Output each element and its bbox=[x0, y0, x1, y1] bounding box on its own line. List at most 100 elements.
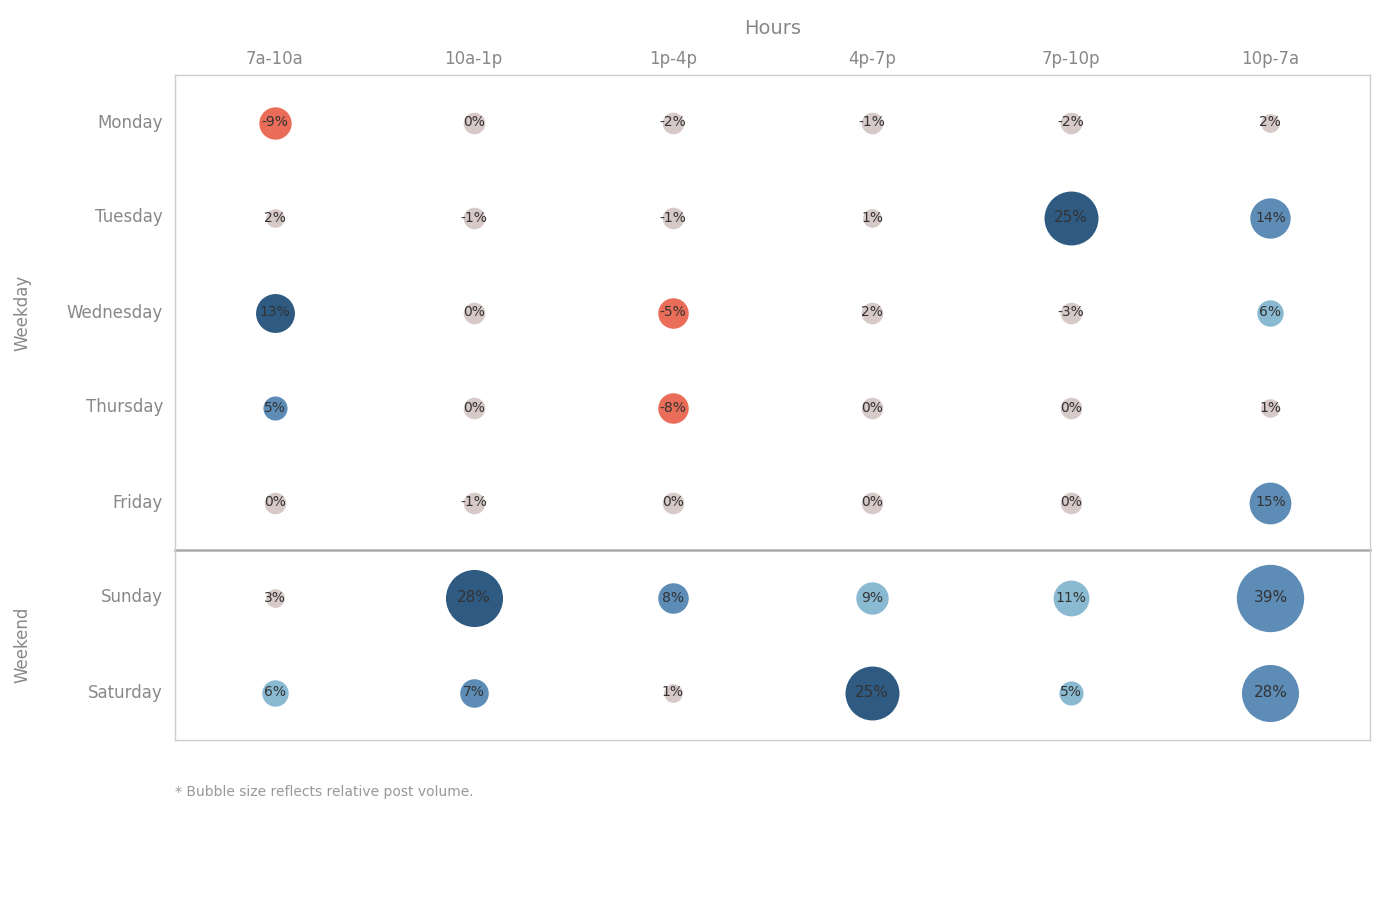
Point bbox=[1259, 685, 1281, 699]
Point bbox=[861, 115, 883, 130]
Text: 25%: 25% bbox=[1054, 210, 1088, 225]
Point bbox=[462, 305, 484, 320]
Point bbox=[662, 115, 685, 130]
Text: 5%: 5% bbox=[263, 400, 286, 415]
Text: 1p-4p: 1p-4p bbox=[650, 50, 697, 68]
Text: 2%: 2% bbox=[861, 305, 883, 320]
Point bbox=[263, 305, 286, 320]
Text: 14%: 14% bbox=[1254, 211, 1285, 224]
Text: 0%: 0% bbox=[861, 400, 883, 415]
Text: 0%: 0% bbox=[463, 115, 484, 130]
Text: 7a-10a: 7a-10a bbox=[246, 50, 304, 68]
Text: 6%: 6% bbox=[263, 686, 286, 699]
Text: 0%: 0% bbox=[263, 496, 286, 509]
Text: 0%: 0% bbox=[463, 400, 484, 415]
Point bbox=[662, 685, 685, 699]
Text: 1%: 1% bbox=[861, 211, 883, 224]
Point bbox=[263, 211, 286, 225]
Text: 2%: 2% bbox=[1260, 115, 1281, 130]
Point bbox=[662, 590, 685, 605]
Point bbox=[1259, 400, 1281, 415]
Text: -9%: -9% bbox=[262, 115, 288, 130]
Text: Friday: Friday bbox=[113, 493, 162, 511]
Point bbox=[1060, 115, 1082, 130]
Text: 1%: 1% bbox=[1260, 400, 1281, 415]
Point bbox=[1259, 305, 1281, 320]
Point bbox=[1259, 115, 1281, 130]
Text: 5%: 5% bbox=[1060, 686, 1082, 699]
Point bbox=[462, 685, 484, 699]
Text: Monday: Monday bbox=[98, 113, 162, 131]
Text: -1%: -1% bbox=[461, 496, 487, 509]
Text: 4p-7p: 4p-7p bbox=[848, 50, 896, 68]
Text: -5%: -5% bbox=[659, 305, 686, 320]
Point bbox=[1259, 495, 1281, 509]
Text: 0%: 0% bbox=[861, 496, 883, 509]
Text: -1%: -1% bbox=[858, 115, 886, 130]
Text: 11%: 11% bbox=[1056, 590, 1086, 605]
Text: Saturday: Saturday bbox=[88, 683, 162, 701]
Text: -8%: -8% bbox=[659, 400, 686, 415]
Point bbox=[861, 400, 883, 415]
Point bbox=[462, 211, 484, 225]
Point bbox=[861, 590, 883, 605]
Text: Thursday: Thursday bbox=[85, 399, 162, 417]
Text: -1%: -1% bbox=[659, 211, 686, 224]
Text: 13%: 13% bbox=[259, 305, 290, 320]
Point bbox=[861, 685, 883, 699]
Text: Hours: Hours bbox=[743, 19, 801, 38]
Text: -1%: -1% bbox=[461, 211, 487, 224]
Point bbox=[662, 495, 685, 509]
Text: 25%: 25% bbox=[855, 685, 889, 700]
Text: 10p-7a: 10p-7a bbox=[1242, 50, 1299, 68]
Point bbox=[861, 305, 883, 320]
Point bbox=[1060, 400, 1082, 415]
Text: 7p-10p: 7p-10p bbox=[1042, 50, 1100, 68]
Point bbox=[1060, 211, 1082, 225]
Text: Wednesday: Wednesday bbox=[67, 303, 162, 321]
Point bbox=[1060, 495, 1082, 509]
Point bbox=[1060, 305, 1082, 320]
Point bbox=[1259, 211, 1281, 225]
Point bbox=[662, 400, 685, 415]
Point bbox=[1259, 590, 1281, 605]
Text: 15%: 15% bbox=[1254, 496, 1285, 509]
Text: 28%: 28% bbox=[456, 590, 490, 605]
Point bbox=[263, 400, 286, 415]
Text: 6%: 6% bbox=[1260, 305, 1281, 320]
Text: 2%: 2% bbox=[263, 211, 286, 224]
Text: 3%: 3% bbox=[263, 590, 286, 605]
Point bbox=[263, 590, 286, 605]
Text: -2%: -2% bbox=[1058, 115, 1085, 130]
Text: 0%: 0% bbox=[463, 305, 484, 320]
Point bbox=[1060, 590, 1082, 605]
Text: 0%: 0% bbox=[662, 496, 683, 509]
Text: 7%: 7% bbox=[463, 686, 484, 699]
Text: -2%: -2% bbox=[659, 115, 686, 130]
Point bbox=[462, 400, 484, 415]
Point bbox=[263, 115, 286, 130]
Text: * Bubble size reflects relative post volume.: * Bubble size reflects relative post vol… bbox=[175, 785, 473, 799]
Point bbox=[861, 211, 883, 225]
Point bbox=[462, 495, 484, 509]
Point bbox=[263, 685, 286, 699]
Point bbox=[861, 495, 883, 509]
Text: 0%: 0% bbox=[1060, 400, 1082, 415]
Point bbox=[662, 211, 685, 225]
Text: 0%: 0% bbox=[1060, 496, 1082, 509]
Text: Weekend: Weekend bbox=[13, 607, 31, 683]
Text: 10a-1p: 10a-1p bbox=[445, 50, 503, 68]
Point bbox=[462, 590, 484, 605]
Text: 8%: 8% bbox=[662, 590, 685, 605]
Text: Tuesday: Tuesday bbox=[95, 209, 162, 227]
Text: Weekday: Weekday bbox=[13, 274, 31, 351]
Text: Sunday: Sunday bbox=[101, 589, 162, 607]
Point bbox=[462, 115, 484, 130]
Point bbox=[1060, 685, 1082, 699]
Text: 39%: 39% bbox=[1253, 590, 1288, 605]
Text: -3%: -3% bbox=[1058, 305, 1085, 320]
Text: 1%: 1% bbox=[662, 686, 685, 699]
Point bbox=[263, 495, 286, 509]
Text: 28%: 28% bbox=[1253, 685, 1288, 700]
Text: 9%: 9% bbox=[861, 590, 883, 605]
